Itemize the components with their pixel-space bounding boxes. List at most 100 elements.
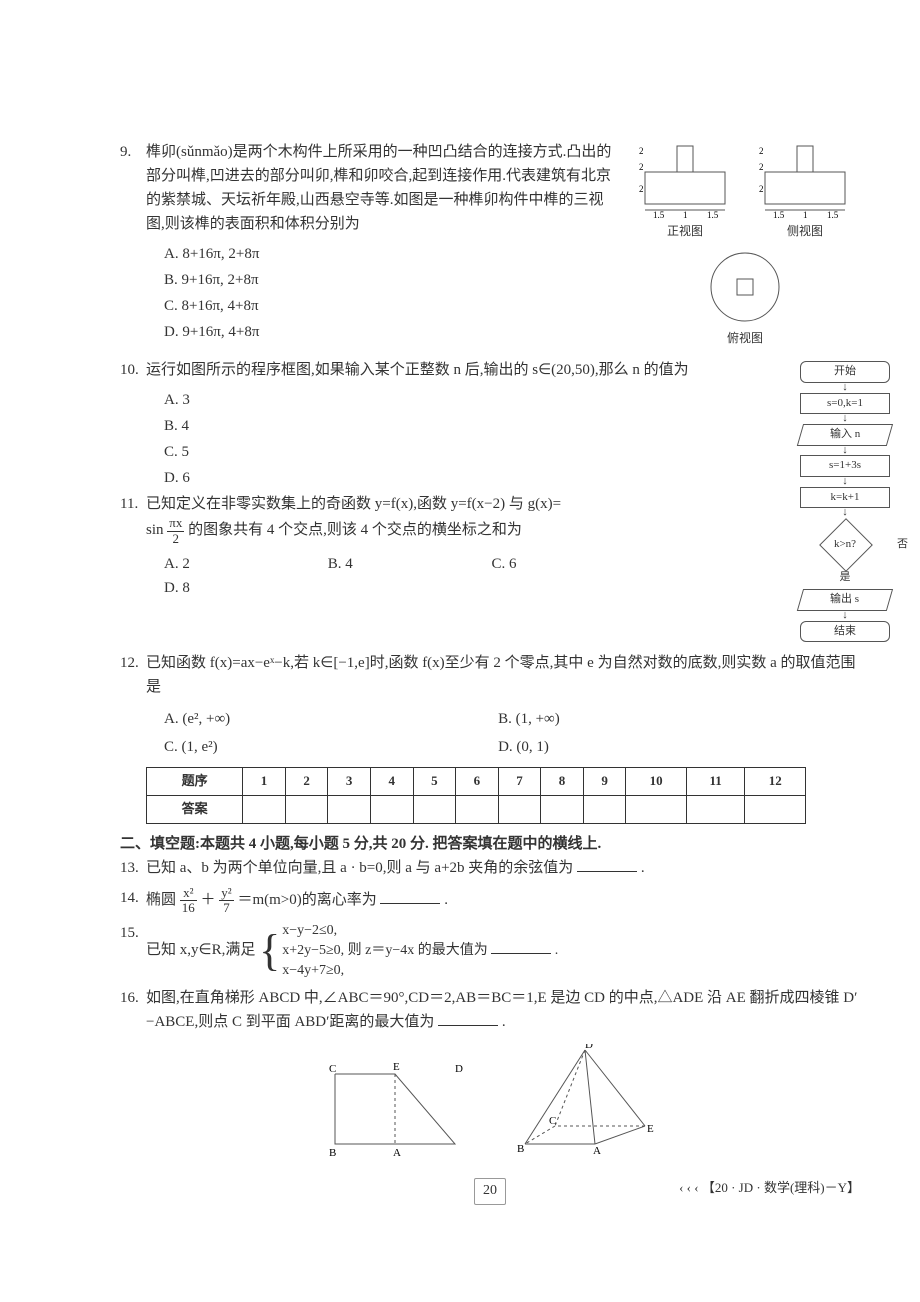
svg-text:D: D bbox=[455, 1063, 463, 1075]
q12-option-c: C. (1, e²) bbox=[164, 735, 498, 759]
flow-arrow: ↓ bbox=[800, 447, 890, 455]
q15: 15. 已知 x,y∈R,满足 { x−y−2≤0, x+2y−5≥0, 则 z… bbox=[120, 921, 860, 980]
q14-pre: 椭圆 bbox=[146, 892, 176, 908]
svg-text:E: E bbox=[393, 1061, 400, 1073]
svg-text:1.5: 1.5 bbox=[707, 210, 719, 220]
q9-front-view: 2 2 2 1.5 1 1.5 bbox=[635, 140, 735, 220]
q16: 16. 如图,在直角梯形 ABCD 中,∠ABC＝90°,CD＝2,AB＝BC＝… bbox=[120, 986, 860, 1034]
svg-text:2: 2 bbox=[639, 184, 644, 194]
q11-option-d: D. 8 bbox=[164, 576, 304, 600]
q9-front-label: 正视图 bbox=[630, 222, 740, 241]
q10-option-d: D. 6 bbox=[164, 466, 860, 490]
flow-no-label: 否 bbox=[897, 536, 908, 554]
q9-text: 榫卯(sǔnmǎo)是两个木构件上所采用的一种凹凸结合的连接方式.凸出的部分叫榫… bbox=[146, 140, 620, 236]
svg-text:2: 2 bbox=[759, 162, 764, 172]
q15-number: 15. bbox=[120, 921, 146, 980]
q15-pre: 已知 x,y∈R,满足 bbox=[146, 942, 255, 958]
q14: 14. 椭圆 x² 16 ＋ y² 7 ＝m(m>0)的离心率为 . bbox=[120, 886, 860, 916]
q12-option-a: A. (e², +∞) bbox=[164, 707, 498, 731]
answer-table: 题序 1 2 3 4 5 6 7 8 9 10 11 12 答案 bbox=[146, 767, 806, 824]
q11-fraction: πx 2 bbox=[167, 516, 184, 546]
q10-option-c: C. 5 bbox=[164, 440, 860, 464]
q9-figures: 2 2 2 1.5 1 1.5 正视图 2 2 2 bbox=[630, 140, 860, 348]
q12-text: 已知函数 f(x)=ax−eˣ−k,若 k∈[−1,e]时,函数 f(x)至少有… bbox=[146, 651, 860, 699]
flow-arrow: ↓ bbox=[800, 384, 890, 392]
flow-arrow: ↓ bbox=[800, 415, 890, 423]
q11-text-c: 的图象共有 4 个交点,则该 4 个交点的横坐标之和为 bbox=[188, 523, 522, 539]
q11: 11. 已知定义在非零实数集上的奇函数 y=f(x),函数 y=f(x−2) 与… bbox=[120, 492, 796, 546]
svg-text:E: E bbox=[647, 1123, 654, 1135]
svg-text:1.5: 1.5 bbox=[773, 210, 785, 220]
svg-text:1: 1 bbox=[683, 210, 688, 220]
svg-text:2: 2 bbox=[639, 146, 644, 156]
table-answer-row: 答案 bbox=[147, 796, 806, 824]
svg-text:B: B bbox=[517, 1143, 524, 1155]
q13: 13. 已知 a、b 为两个单位向量,且 a · b=0,则 a 与 a+2b … bbox=[120, 856, 860, 880]
q14-number: 14. bbox=[120, 886, 146, 916]
svg-text:2: 2 bbox=[759, 146, 764, 156]
blank bbox=[577, 858, 637, 872]
svg-text:2: 2 bbox=[639, 162, 644, 172]
page-number: 20 bbox=[474, 1178, 506, 1204]
q10-option-b: B. 4 bbox=[164, 414, 860, 438]
q9-number: 9. bbox=[120, 140, 146, 236]
q10-text: 运行如图所示的程序框图,如果输入某个正整数 n 后,输出的 s∈(20,50),… bbox=[146, 358, 796, 382]
q13-number: 13. bbox=[120, 856, 146, 880]
q9-side-label: 侧视图 bbox=[750, 222, 860, 241]
q12-option-d: D. (0, 1) bbox=[498, 735, 832, 759]
table-row-header: 题序 bbox=[147, 768, 243, 796]
svg-text:B: B bbox=[329, 1147, 336, 1159]
svg-text:1.5: 1.5 bbox=[827, 210, 839, 220]
table-row-header: 答案 bbox=[147, 796, 243, 824]
q11-option-a: A. 2 bbox=[164, 552, 304, 576]
flow-arrow: ↓ bbox=[800, 612, 890, 620]
flow-input: 输入 n bbox=[830, 426, 860, 444]
q15-system: { x−y−2≤0, x+2y−5≥0, 则 z＝y−4x 的最大值为 . x−… bbox=[259, 921, 558, 980]
flow-init: s=0,k=1 bbox=[800, 393, 890, 415]
svg-text:1.5: 1.5 bbox=[653, 210, 665, 220]
flow-arrow: ↓ bbox=[800, 509, 890, 517]
q9-top-view bbox=[695, 247, 795, 327]
svg-text:C: C bbox=[329, 1063, 336, 1075]
q12: 12. 已知函数 f(x)=ax−eˣ−k,若 k∈[−1,e]时,函数 f(x… bbox=[120, 651, 860, 699]
footer-tag: ‹ ‹ ‹ 【20 · JD · 数学(理科)－Y】 bbox=[679, 1178, 860, 1199]
section-2-title: 二、填空题:本题共 4 小题,每小题 5 分,共 20 分. 把答案填在题中的横… bbox=[120, 832, 860, 856]
flow-output: 输出 s bbox=[830, 591, 859, 609]
page-footer: 20 ‹ ‹ ‹ 【20 · JD · 数学(理科)－Y】 bbox=[120, 1178, 860, 1204]
blank bbox=[438, 1013, 498, 1027]
svg-text:C: C bbox=[549, 1115, 556, 1127]
flow-step2: k=k+1 bbox=[800, 487, 890, 509]
q11-option-c: C. 6 bbox=[492, 552, 632, 576]
flow-step1: s=1+3s bbox=[800, 455, 890, 477]
q10-number: 10. bbox=[120, 358, 146, 382]
svg-text:1: 1 bbox=[803, 210, 808, 220]
svg-text:A: A bbox=[393, 1147, 401, 1159]
q14-mid: ＝m(m>0)的离心率为 bbox=[237, 892, 376, 908]
q9-side-view: 2 2 2 1.5 1 1.5 bbox=[755, 140, 855, 220]
blank bbox=[491, 941, 551, 954]
q16-figures: C E D B A D′ B A E C bbox=[120, 1044, 860, 1164]
blank bbox=[380, 891, 440, 905]
table-header-row: 题序 1 2 3 4 5 6 7 8 9 10 11 12 bbox=[147, 768, 806, 796]
q9: 9. 榫卯(sǔnmǎo)是两个木构件上所采用的一种凹凸结合的连接方式.凸出的部… bbox=[120, 140, 620, 236]
svg-text:2: 2 bbox=[759, 184, 764, 194]
q16-pyramid: D′ B A E C bbox=[505, 1044, 665, 1164]
q10: 10. 运行如图所示的程序框图,如果输入某个正整数 n 后,输出的 s∈(20,… bbox=[120, 358, 796, 382]
q11-number: 11. bbox=[120, 492, 146, 546]
flow-start: 开始 bbox=[800, 361, 890, 383]
flow-decision: k>n? bbox=[819, 518, 871, 570]
q11-text-b: sin bbox=[146, 523, 164, 539]
q14-frac2: y² 7 bbox=[219, 886, 233, 916]
q13-text: 已知 a、b 为两个单位向量,且 a · b=0,则 a 与 a+2b 夹角的余… bbox=[146, 860, 573, 876]
flowchart: 开始 ↓ s=0,k=1 ↓ 输入 n ↓ s=1+3s ↓ k=k+1 ↓ k… bbox=[800, 358, 890, 645]
svg-text:A: A bbox=[593, 1145, 601, 1157]
q10-option-a: A. 3 bbox=[164, 388, 860, 412]
q12-option-b: B. (1, +∞) bbox=[498, 707, 832, 731]
q14-frac1: x² 16 bbox=[180, 886, 197, 916]
flow-arrow: ↓ bbox=[800, 478, 890, 486]
q11-text-a: 已知定义在非零实数集上的奇函数 y=f(x),函数 y=f(x−2) 与 g(x… bbox=[146, 496, 561, 512]
q12-number: 12. bbox=[120, 651, 146, 699]
q9-top-label: 俯视图 bbox=[630, 329, 860, 348]
q16-number: 16. bbox=[120, 986, 146, 1034]
q11-option-b: B. 4 bbox=[328, 552, 468, 576]
